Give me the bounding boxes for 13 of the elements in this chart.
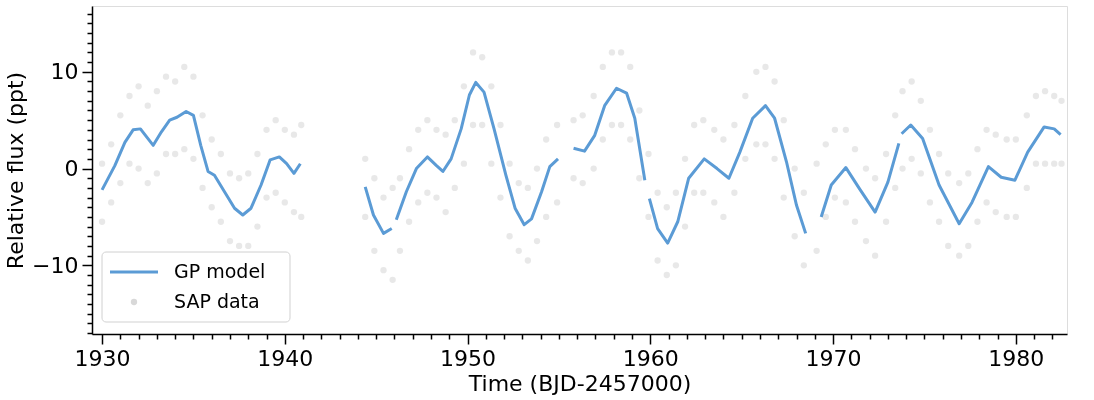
legend-label: GP model <box>174 260 266 282</box>
y-tick-label: 0 <box>64 156 79 182</box>
legend-label: SAP data <box>174 290 260 312</box>
x-tick-label: 1980 <box>988 345 1045 371</box>
x-tick-label: 1930 <box>74 345 131 371</box>
x-axis-title: Time (BJD-2457000) <box>467 370 692 396</box>
y-tick-label: −10 <box>32 252 79 278</box>
y-tick-label: 10 <box>50 59 79 85</box>
y-axis-title: Relative flux (ppt) <box>3 71 29 270</box>
x-tick-label: 1960 <box>622 345 679 371</box>
x-tick-label: 1970 <box>805 345 862 371</box>
x-tick-label: 1950 <box>440 345 497 371</box>
x-tick-label: 1940 <box>257 345 314 371</box>
